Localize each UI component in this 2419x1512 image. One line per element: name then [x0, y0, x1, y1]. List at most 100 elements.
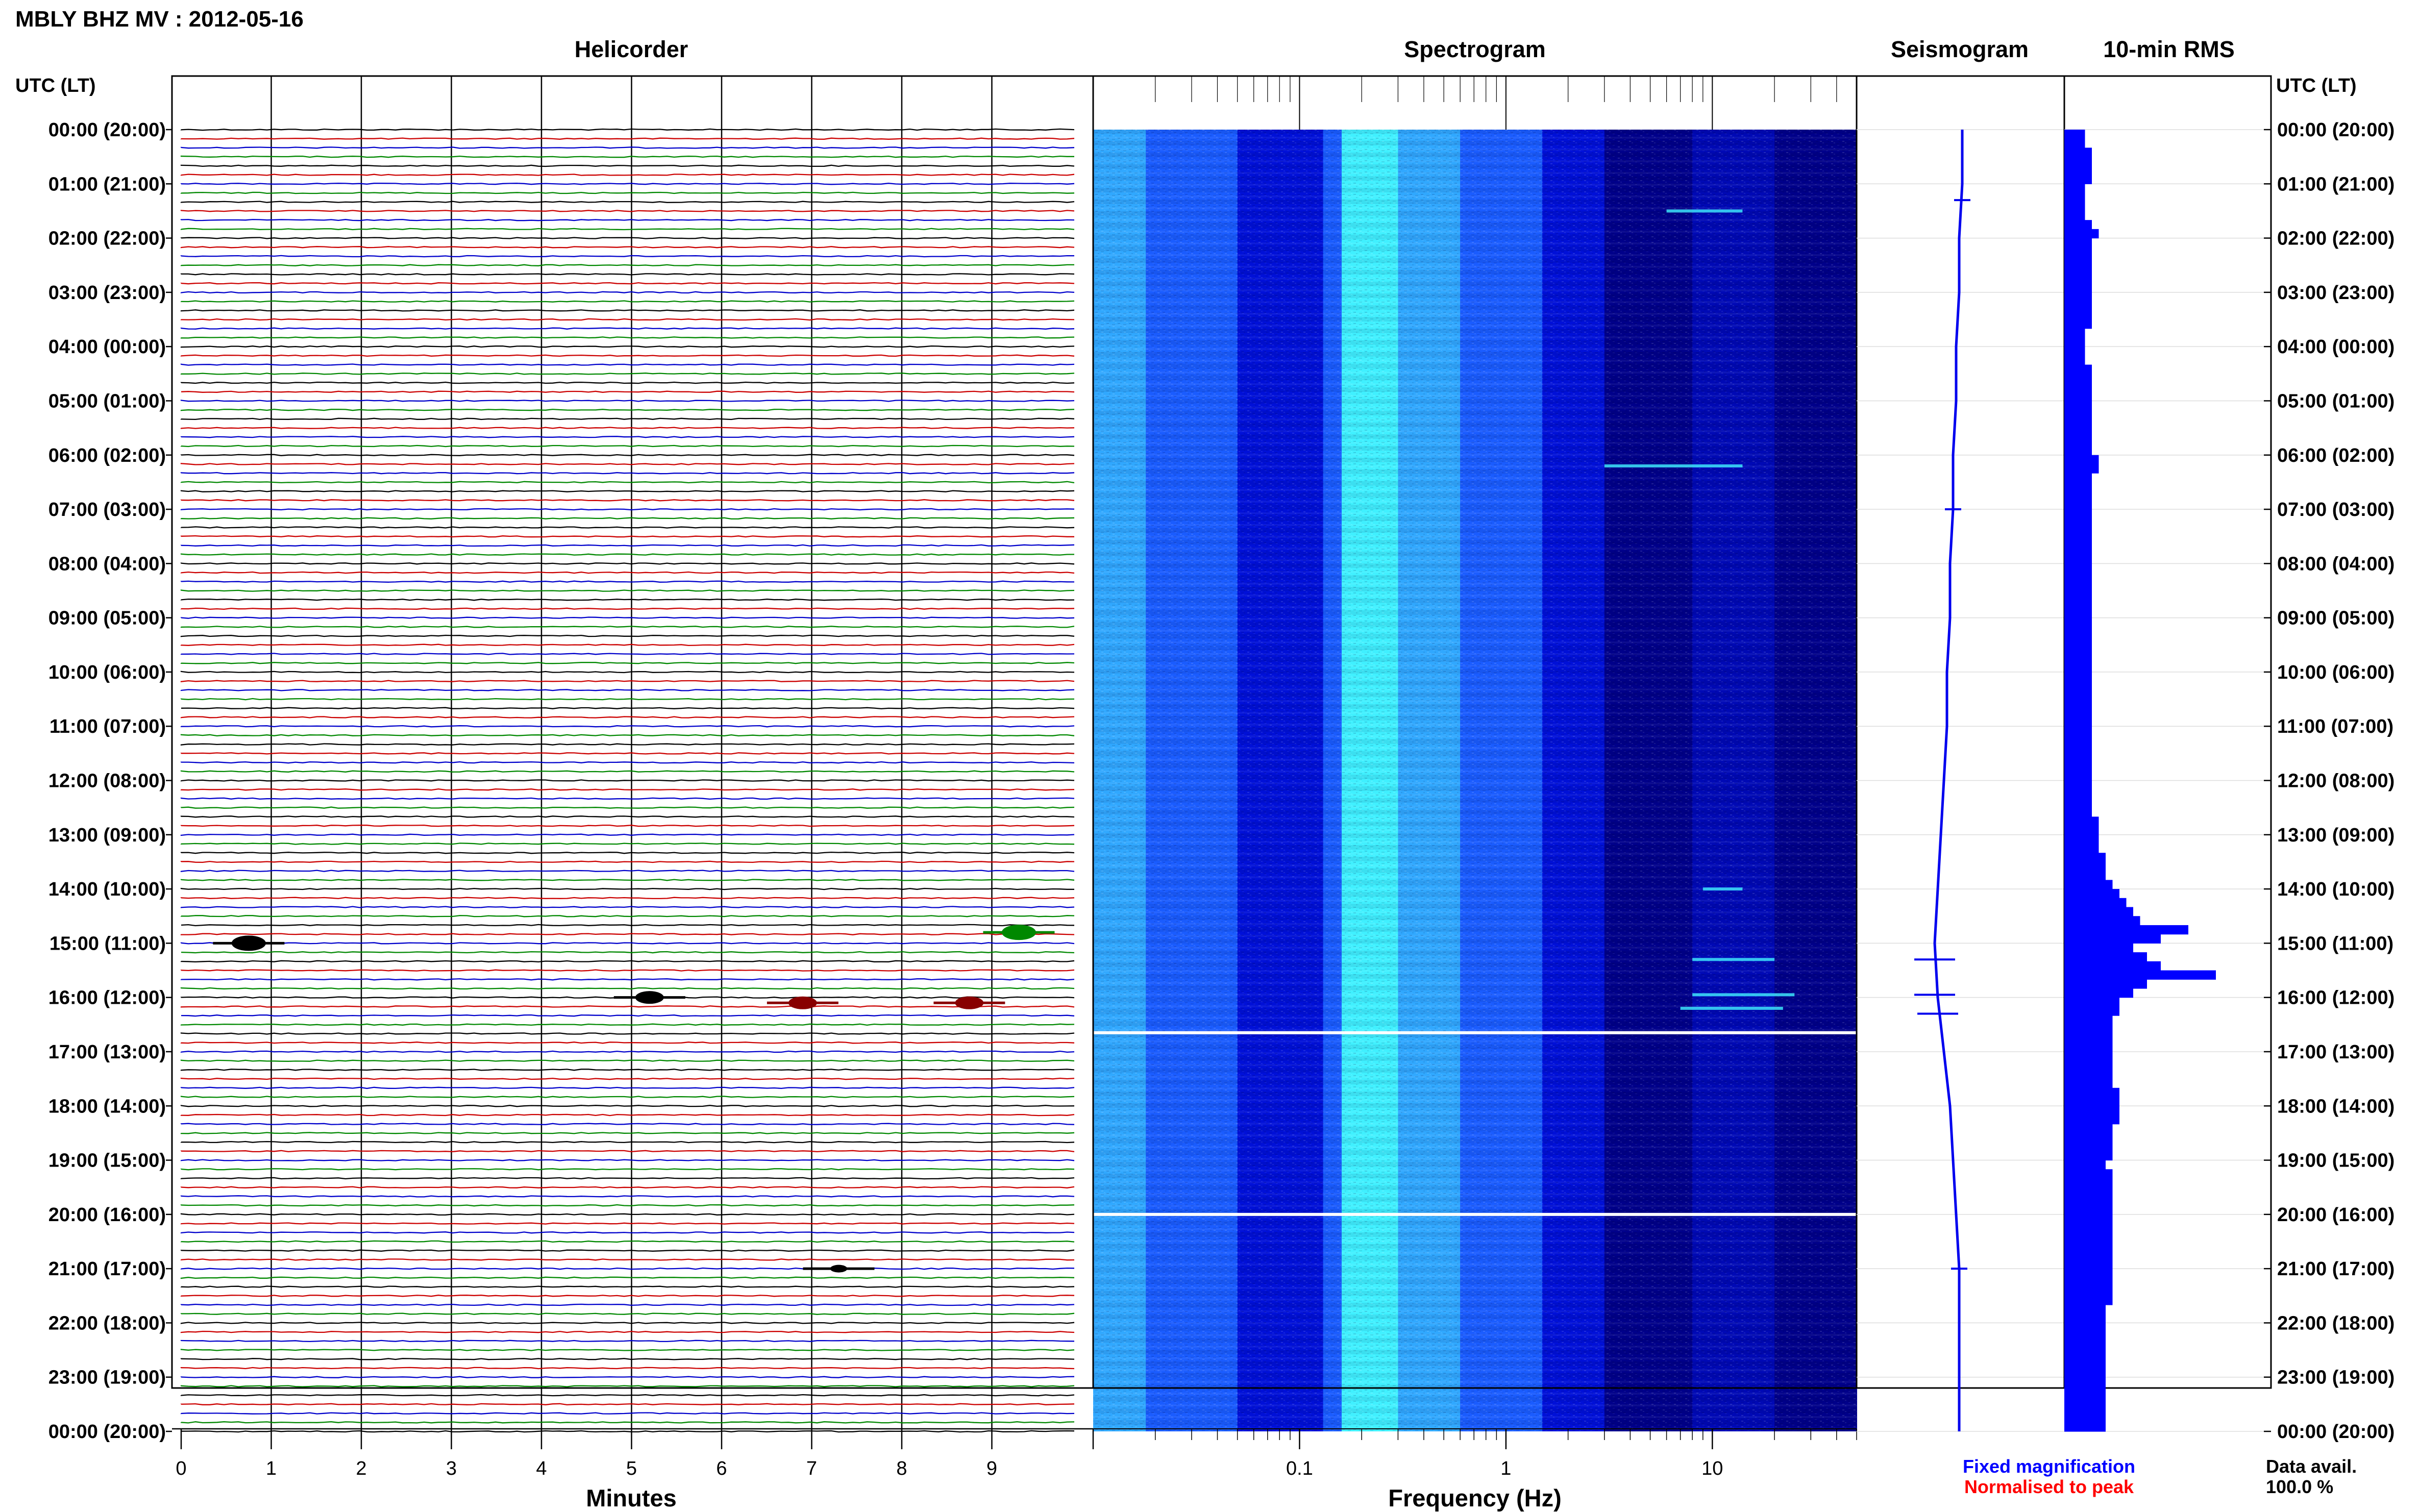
helicorder-trace: [180, 373, 1075, 375]
rms-title: 10-min RMS: [2103, 36, 2235, 62]
rms-bar: [2064, 1332, 2106, 1342]
helicorder-trace: [180, 535, 1074, 538]
hour-label-left: 00:00 (20:00): [48, 119, 166, 141]
hour-label-left: 02:00 (22:00): [48, 228, 166, 250]
helicorder-trace: [180, 1059, 1075, 1062]
rms-bar: [2064, 871, 2106, 880]
helicorder-trace: [180, 246, 1075, 249]
hour-label-left: 12:00 (08:00): [48, 771, 166, 792]
helicorder-trace: [180, 191, 1075, 194]
rms-bar: [2064, 780, 2092, 790]
helicorder-trace: [180, 499, 1075, 502]
helicorder-trace: [180, 155, 1074, 158]
rms-bar: [2064, 211, 2085, 220]
helicorder-trace: [180, 517, 1075, 520]
helicorder-trace: [180, 146, 1075, 149]
rms-bar: [2064, 292, 2092, 302]
rms-bar: [2064, 1313, 2106, 1324]
helicorder-trace: [180, 562, 1075, 565]
helicorder-trace: [180, 327, 1075, 330]
hour-label-left: 16:00 (12:00): [48, 987, 166, 1009]
rms-bar: [2064, 771, 2092, 781]
helicorder-trace: [180, 571, 1075, 574]
hour-label-right: 20:00 (16:00): [2277, 1204, 2395, 1226]
helicorder-trace: [180, 933, 1075, 935]
rms-bar: [2064, 229, 2099, 239]
helicorder-trace: [180, 842, 1075, 845]
helicorder-trace: [180, 626, 1075, 628]
rms-bar: [2064, 1269, 2113, 1278]
helicorder-trace: [180, 616, 1075, 619]
helicorder-trace: [180, 879, 1075, 881]
helicorder-trace: [180, 128, 1075, 131]
helicorder-trace: [180, 634, 1075, 637]
rms-bar: [2064, 672, 2092, 682]
helicorder-trace: [180, 1430, 1075, 1433]
helicorder-trace: [180, 1141, 1075, 1144]
helicorder-trace: [180, 589, 1075, 592]
helicorder-trace: [180, 987, 1075, 990]
rms-bar: [2064, 446, 2092, 456]
helicorder-trace: [180, 643, 1075, 647]
hour-label-left: 07:00 (03:00): [48, 499, 166, 520]
hour-label-right: 22:00 (18:00): [2277, 1312, 2395, 1334]
hour-label-left: 00:00 (20:00): [48, 1421, 166, 1443]
rms-bar: [2064, 165, 2092, 176]
rms-bar: [2064, 1070, 2113, 1079]
helicorder-trace: [180, 914, 1075, 918]
helicorder-trace: [180, 1322, 1075, 1324]
rms-bar: [2064, 1024, 2113, 1034]
helicorder-trace: [180, 183, 1075, 185]
helicorder-trace: [180, 653, 1075, 655]
hour-label-right: 10:00 (06:00): [2277, 662, 2395, 683]
rms-bar: [2064, 1377, 2106, 1387]
helicorder-trace: [180, 164, 1075, 167]
rms-bar: [2064, 600, 2092, 609]
rms-bar: [2064, 130, 2085, 139]
hour-label-left: 01:00 (21:00): [48, 173, 166, 195]
rms-bar: [2064, 889, 2119, 899]
spectrogram-event: [1680, 1006, 1783, 1010]
rms-bar: [2064, 500, 2092, 510]
rms-bar: [2064, 681, 2092, 690]
hour-label-right: 21:00 (17:00): [2277, 1258, 2395, 1280]
rms-bar: [2064, 346, 2085, 356]
helicorder-trace: [181, 707, 1075, 710]
rms-bar: [2064, 328, 2085, 338]
helicorder-trace: [180, 860, 1075, 863]
rms-bar: [2064, 834, 2099, 845]
helicorder-trace: [180, 806, 1075, 809]
helicorder-trace: [180, 1050, 1075, 1053]
rms-bar: [2064, 1087, 2119, 1098]
rms-bar: [2064, 636, 2092, 646]
rms-bar: [2064, 861, 2106, 872]
x-axes: 0 1 2 3 4 5 6 7 8 9 0.1 1 10: [172, 1428, 1723, 1479]
rms-bar: [2064, 138, 2085, 148]
rms-bar: [2064, 925, 2188, 935]
rms-bar: [2064, 428, 2092, 437]
rms-bar: [2064, 1241, 2113, 1251]
rms-bar: [2064, 735, 2092, 745]
rms-bar: [2064, 1187, 2113, 1197]
rms-bar: [2064, 518, 2092, 528]
rms-bar: [2064, 175, 2092, 184]
helicorder-trace: [180, 481, 1075, 484]
rms-bar: [2064, 744, 2092, 754]
helicorder-trace: [180, 472, 1075, 475]
hour-label-right: 04:00 (00:00): [2277, 336, 2395, 358]
helicorder-trace: [180, 725, 1075, 728]
rms-bar: [2064, 789, 2092, 799]
frequency-tick-label: 10: [1701, 1458, 1723, 1479]
rms-bar: [2064, 1169, 2113, 1179]
hour-label-right: 19:00 (15:00): [2277, 1150, 2395, 1172]
rms-bar: [2064, 726, 2092, 736]
helicorder-trace: [180, 870, 1075, 872]
helicorder-trace: [180, 978, 1075, 981]
rms-bar: [2064, 1413, 2106, 1423]
hour-label-left: 23:00 (19:00): [48, 1367, 166, 1389]
rms-bar: [2064, 1223, 2113, 1233]
helicorder-trace: [180, 1403, 1075, 1406]
y-axis-title-left: UTC (LT): [15, 75, 96, 96]
rms-bar: [2064, 1124, 2113, 1133]
minute-tick-label: 0: [176, 1458, 186, 1479]
